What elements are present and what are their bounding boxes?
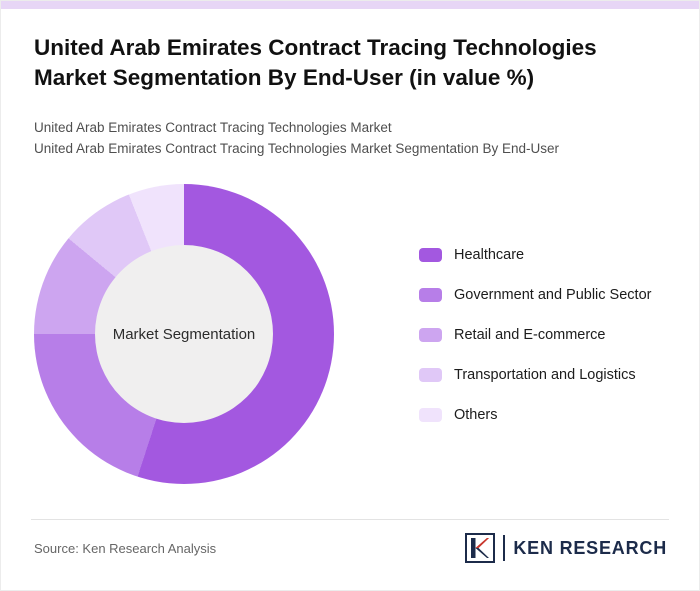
legend-swatch-healthcare	[419, 248, 442, 262]
logo-k-mark	[465, 533, 496, 563]
donut-center-label: Market Segmentation	[112, 325, 256, 343]
legend-item: Transportation and Logistics	[419, 367, 651, 383]
legend-label: Transportation and Logistics	[454, 367, 636, 383]
top-accent-strip	[1, 1, 699, 9]
subtitle-line-1: United Arab Emirates Contract Tracing Te…	[34, 120, 392, 135]
legend-item: Retail and E-commerce	[419, 327, 651, 343]
source-text: Source: Ken Research Analysis	[34, 540, 217, 556]
logo-k-icon	[471, 538, 490, 558]
chart-legend: Healthcare Government and Public Sector …	[419, 247, 651, 423]
logo-separator	[503, 535, 506, 561]
legend-label: Others	[454, 407, 498, 423]
legend-label: Retail and E-commerce	[454, 327, 606, 343]
legend-swatch-government	[419, 288, 442, 302]
donut-hole: Market Segmentation	[95, 245, 273, 423]
legend-swatch-retail	[419, 328, 442, 342]
legend-item: Government and Public Sector	[419, 287, 651, 303]
ken-research-logo: KEN RESEARCH	[465, 533, 667, 563]
subtitle-line-2: United Arab Emirates Contract Tracing Te…	[34, 140, 560, 156]
legend-label: Government and Public Sector	[454, 287, 652, 303]
legend-swatch-others	[419, 408, 442, 422]
footer: Source: Ken Research Analysis KEN RESEAR…	[34, 528, 667, 568]
legend-label: Healthcare	[454, 247, 525, 263]
donut-chart: Market Segmentation	[34, 184, 334, 484]
legend-swatch-transportation	[419, 368, 442, 382]
legend-item: Healthcare	[419, 247, 651, 263]
subtitle-block: United Arab Emirates Contract Tracing Te…	[34, 118, 674, 160]
legend-item: Others	[419, 407, 651, 423]
footer-divider	[31, 519, 669, 520]
page-title: United Arab Emirates Contract Tracing Te…	[34, 35, 597, 91]
logo-text: KEN RESEARCH	[513, 537, 667, 558]
